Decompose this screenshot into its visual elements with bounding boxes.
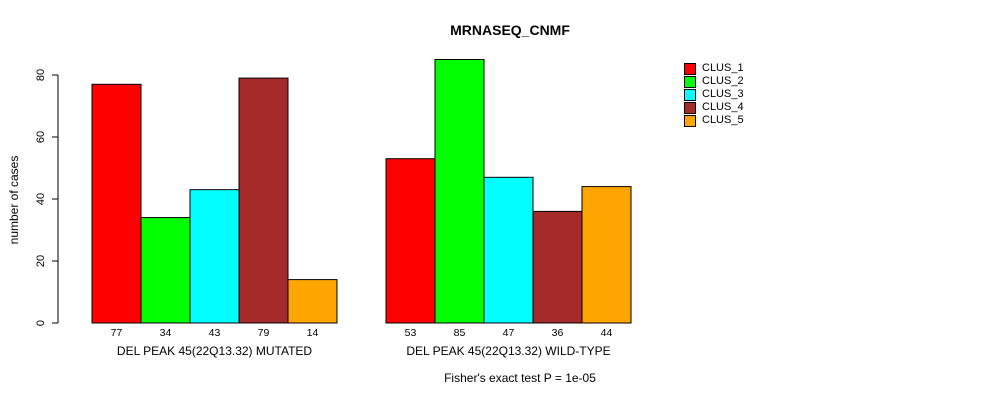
y-tick-label: 0 <box>35 320 47 326</box>
legend-item-CLUS_3: CLUS_3 <box>684 88 744 101</box>
chart-title: MRNASEQ_CNMF <box>450 22 570 38</box>
y-tick-label: 20 <box>35 255 47 267</box>
legend-label: CLUS_3 <box>702 88 744 100</box>
y-tick-label: 40 <box>35 193 47 205</box>
legend-swatch-CLUS_3 <box>684 88 696 101</box>
bar-CLUS_2-group1 <box>140 217 191 324</box>
fisher-test-annotation: Fisher's exact test P = 1e-05 <box>444 371 596 385</box>
bar-value-label: 47 <box>503 327 515 339</box>
legend-swatch-CLUS_5 <box>684 114 696 127</box>
legend-swatch-CLUS_1 <box>684 62 696 75</box>
legend-item-CLUS_1: CLUS_1 <box>684 62 744 75</box>
legend-swatch-CLUS_2 <box>684 75 696 88</box>
bar-CLUS_3-group1 <box>189 189 240 324</box>
bar-value-label: 77 <box>111 327 123 339</box>
legend-label: CLUS_5 <box>702 114 744 126</box>
legend-label: CLUS_2 <box>702 75 744 87</box>
bar-value-label: 79 <box>258 327 270 339</box>
legend-swatch-CLUS_4 <box>684 101 696 114</box>
bar-CLUS_1-group2 <box>385 158 436 324</box>
bar-CLUS_3-group2 <box>483 176 534 324</box>
legend-label: CLUS_4 <box>702 101 744 113</box>
group-label: DEL PEAK 45(22Q13.32) MUTATED <box>117 344 313 358</box>
bar-CLUS_1-group1 <box>91 83 142 324</box>
legend-item-CLUS_2: CLUS_2 <box>684 75 744 88</box>
y-tick-label: 80 <box>35 69 47 81</box>
bar-CLUS_5-group1 <box>287 279 338 324</box>
bar-CLUS_2-group2 <box>434 59 485 324</box>
bar-value-label: 36 <box>552 327 564 339</box>
legend-label: CLUS_1 <box>702 62 744 74</box>
bar-value-label: 14 <box>307 327 319 339</box>
legend: CLUS_1 CLUS_2 CLUS_3 CLUS_4 CLUS_5 <box>684 62 744 127</box>
bar-CLUS_4-group2 <box>532 210 583 324</box>
group-label: DEL PEAK 45(22Q13.32) WILD-TYPE <box>406 344 610 358</box>
bar-value-label: 53 <box>405 327 417 339</box>
legend-item-CLUS_4: CLUS_4 <box>684 101 744 114</box>
bar-value-label: 43 <box>209 327 221 339</box>
bar-CLUS_4-group1 <box>238 77 289 324</box>
bar-value-label: 44 <box>601 327 613 339</box>
bar-value-label: 85 <box>454 327 466 339</box>
legend-item-CLUS_5: CLUS_5 <box>684 114 744 127</box>
y-tick-label: 60 <box>35 131 47 143</box>
bar-CLUS_5-group2 <box>581 186 632 324</box>
bar-value-label: 34 <box>160 327 172 339</box>
